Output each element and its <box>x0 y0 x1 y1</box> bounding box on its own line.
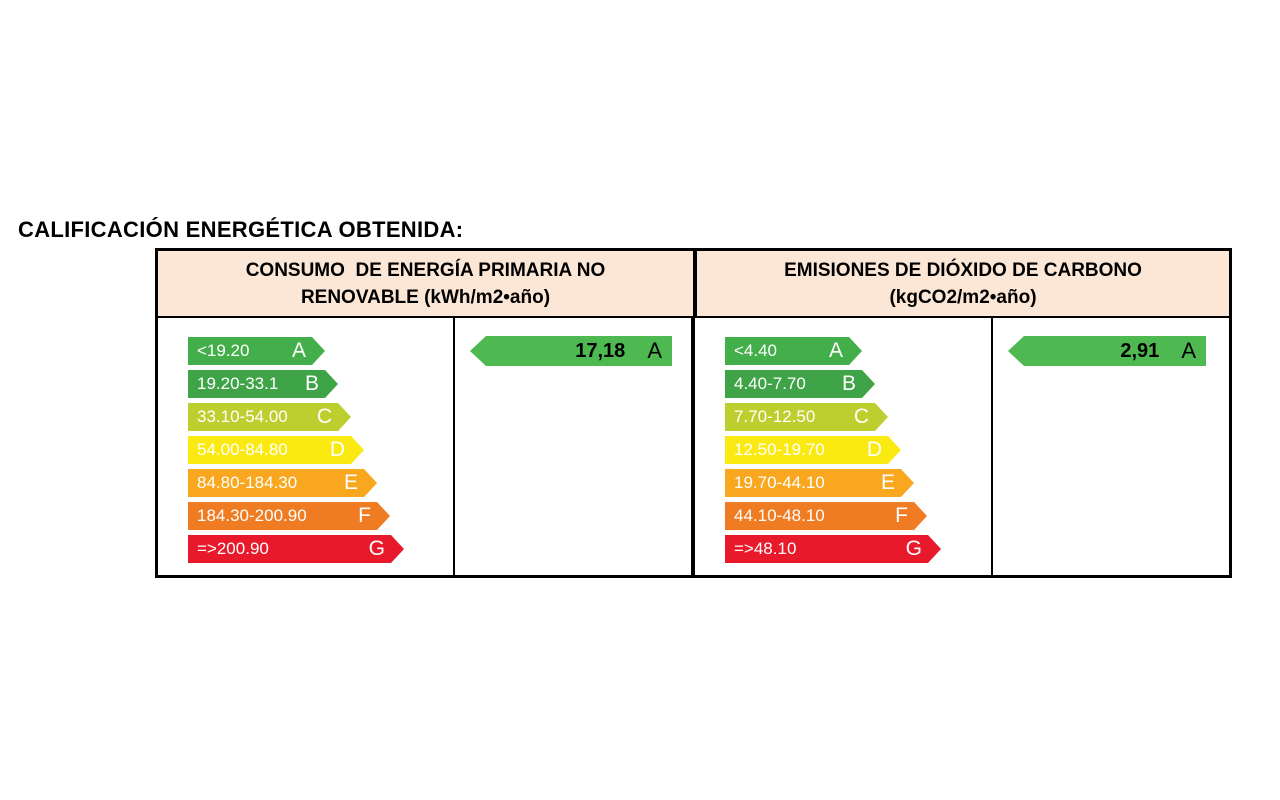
band-letter: D <box>866 438 882 461</box>
band-letter: G <box>905 537 922 560</box>
consumo-result-letter: A <box>647 338 662 363</box>
band-bar-g: =>48.10 G <box>725 535 941 563</box>
band-letter: A <box>291 339 306 362</box>
band-range-label: 4.40-7.70 <box>734 374 806 393</box>
band-range-label: <4.40 <box>734 341 778 360</box>
band-bar-b: 19.20-33.1 B <box>188 370 338 398</box>
panel-header-emisiones: EMISIONES DE DIÓXIDO DE CARBONO (kgCO2/m… <box>697 251 1229 318</box>
band-letter: G <box>368 537 385 560</box>
band-range-label: 54.00-84.80 <box>197 440 288 459</box>
emisiones-result-arrow: 2,91 A <box>1008 336 1206 366</box>
band-range-label: =>48.10 <box>734 539 797 558</box>
band-range-label: 19.20-33.1 <box>197 374 279 393</box>
band-bar-e: 19.70-44.10 E <box>725 469 914 497</box>
band-letter: F <box>358 504 371 527</box>
band-letter: E <box>880 471 895 494</box>
emisiones-scale-column: <4.40 A 4.40-7.70 B 7.70-12.50 C 12.50-1… <box>695 318 993 575</box>
band-letter: E <box>343 471 358 494</box>
band-letter: A <box>828 339 843 362</box>
emisiones-result-value: 2,91 <box>1120 339 1160 362</box>
band-range-label: 12.50-19.70 <box>734 440 825 459</box>
emisiones-result-letter: A <box>1181 338 1196 363</box>
table-body-row: <19.20 A 19.20-33.1 B 33.10-54.00 C 54.0… <box>158 318 1229 575</box>
band-range-label: <19.20 <box>197 341 250 360</box>
band-range-label: 44.10-48.10 <box>734 506 825 525</box>
band-bar-c: 7.70-12.50 C <box>725 403 888 431</box>
band-bar-g: =>200.90 G <box>188 535 404 563</box>
band-range-label: 84.80-184.30 <box>197 473 298 492</box>
band-letter: D <box>329 438 345 461</box>
band-bar-c: 33.10-54.00 C <box>188 403 351 431</box>
consumo-result-column: 17,18 A <box>455 318 695 575</box>
band-letter: C <box>316 405 332 428</box>
band-range-label: 19.70-44.10 <box>734 473 825 492</box>
consumo-scale-column: <19.20 A 19.20-33.1 B 33.10-54.00 C 54.0… <box>158 318 455 575</box>
table-header-row: CONSUMO DE ENERGÍA PRIMARIA NO RENOVABLE… <box>158 251 1229 318</box>
band-letter: F <box>895 504 908 527</box>
band-bar-b: 4.40-7.70 B <box>725 370 875 398</box>
band-bar-a: <4.40 A <box>725 337 862 365</box>
band-bar-e: 84.80-184.30 E <box>188 469 377 497</box>
page-title: CALIFICACIÓN ENERGÉTICA OBTENIDA: <box>18 217 464 242</box>
band-letter: C <box>853 405 869 428</box>
emisiones-result-column: 2,91 A <box>993 318 1229 575</box>
band-bar-f: 184.30-200.90 F <box>188 502 390 530</box>
band-range-label: =>200.90 <box>197 539 269 558</box>
energy-rating-table: CONSUMO DE ENERGÍA PRIMARIA NO RENOVABLE… <box>155 248 1232 578</box>
band-range-label: 184.30-200.90 <box>197 506 307 525</box>
band-range-label: 7.70-12.50 <box>734 407 816 426</box>
panel-header-consumo: CONSUMO DE ENERGÍA PRIMARIA NO RENOVABLE… <box>158 251 697 318</box>
band-letter: B <box>841 372 856 395</box>
band-bar-d: 12.50-19.70 D <box>725 436 901 464</box>
band-letter: B <box>304 372 319 395</box>
consumo-result-value: 17,18 <box>575 339 626 362</box>
band-bar-a: <19.20 A <box>188 337 325 365</box>
band-bar-f: 44.10-48.10 F <box>725 502 927 530</box>
consumo-result-arrow: 17,18 A <box>470 336 672 366</box>
band-range-label: 33.10-54.00 <box>197 407 288 426</box>
band-bar-d: 54.00-84.80 D <box>188 436 364 464</box>
